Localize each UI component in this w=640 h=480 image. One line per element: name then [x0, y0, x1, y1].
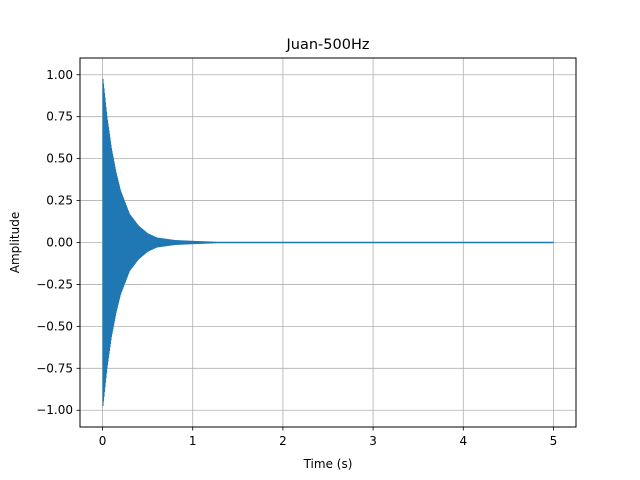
series-layer: [102, 79, 554, 406]
y-axis-title: Amplitude: [8, 212, 22, 274]
y-tick-label: −1.00: [36, 403, 73, 417]
x-axis-title: Time (s): [303, 457, 353, 471]
x-tick-label: 1: [189, 434, 197, 448]
x-tick-label: 2: [279, 434, 287, 448]
ticks: 0 1 2 3 4 5 −1.00 −0.75 −0.50 −0.25 0.00 0.25 0.50 0.…: [36, 68, 557, 448]
x-tick-label: 0: [99, 434, 107, 448]
y-tick-label: 0.00: [46, 236, 73, 250]
y-tick-label: 0.50: [46, 152, 73, 166]
y-tick-label: −0.50: [36, 319, 73, 333]
chart-title: Juan-500Hz: [286, 37, 370, 53]
y-tick-label: −0.25: [36, 277, 73, 291]
y-tick-label: 0.75: [46, 110, 73, 124]
y-tick-label: 0.25: [46, 194, 73, 208]
x-tick-label: 3: [369, 434, 377, 448]
x-tick-label: 5: [550, 434, 558, 448]
y-tick-label: −0.75: [36, 361, 73, 375]
series-line: [102, 79, 554, 406]
x-tick-label: 4: [459, 434, 467, 448]
y-tick-label: 1.00: [46, 68, 73, 82]
